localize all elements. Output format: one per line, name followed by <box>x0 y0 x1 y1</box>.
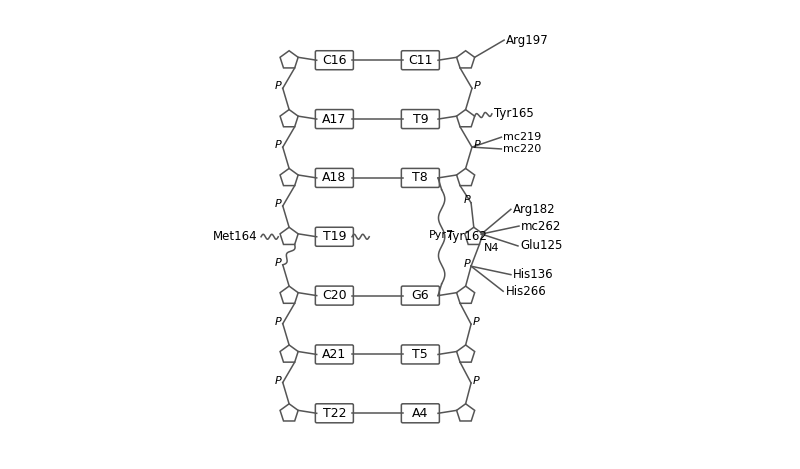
Text: P: P <box>274 199 281 209</box>
Text: Arg182: Arg182 <box>513 203 556 216</box>
Text: C11: C11 <box>408 54 433 67</box>
Text: A4: A4 <box>412 407 429 420</box>
Text: mc220: mc220 <box>503 144 542 154</box>
Text: Glu125: Glu125 <box>520 240 562 252</box>
Text: C20: C20 <box>322 289 346 302</box>
Text: Arg197: Arg197 <box>506 34 549 46</box>
FancyBboxPatch shape <box>315 286 354 305</box>
Text: T19: T19 <box>322 230 346 243</box>
Text: P: P <box>274 82 281 91</box>
Text: T5: T5 <box>413 348 428 361</box>
Text: His266: His266 <box>506 285 546 298</box>
FancyBboxPatch shape <box>402 168 439 188</box>
Text: C16: C16 <box>322 54 346 67</box>
Text: A17: A17 <box>322 113 346 126</box>
Text: A21: A21 <box>322 348 346 361</box>
FancyBboxPatch shape <box>402 345 439 364</box>
Text: Tyr165: Tyr165 <box>494 107 534 120</box>
Text: His136: His136 <box>513 268 554 281</box>
Text: P: P <box>474 82 481 91</box>
FancyBboxPatch shape <box>315 51 354 70</box>
Text: mc262: mc262 <box>522 219 562 233</box>
Text: N4: N4 <box>484 243 499 253</box>
Text: mc219: mc219 <box>503 132 542 142</box>
Text: G6: G6 <box>411 289 429 302</box>
Text: Met164: Met164 <box>214 230 258 243</box>
Text: P: P <box>274 317 281 327</box>
Text: T22: T22 <box>322 407 346 420</box>
Text: Tyr162: Tyr162 <box>447 230 487 243</box>
FancyBboxPatch shape <box>315 345 354 364</box>
FancyBboxPatch shape <box>315 404 354 423</box>
Text: P: P <box>474 140 481 151</box>
FancyBboxPatch shape <box>402 110 439 129</box>
FancyBboxPatch shape <box>402 404 439 423</box>
Text: P: P <box>463 259 470 269</box>
Text: T8: T8 <box>413 172 428 184</box>
Text: P: P <box>274 140 281 151</box>
Text: P: P <box>473 318 480 327</box>
FancyBboxPatch shape <box>315 168 354 188</box>
Text: P: P <box>463 195 470 204</box>
Text: Pyr7: Pyr7 <box>429 230 454 240</box>
Text: T9: T9 <box>413 113 428 126</box>
Text: P: P <box>274 376 281 386</box>
Text: P: P <box>274 258 281 268</box>
FancyBboxPatch shape <box>315 227 354 246</box>
FancyBboxPatch shape <box>402 51 439 70</box>
FancyBboxPatch shape <box>315 110 354 129</box>
FancyBboxPatch shape <box>402 286 439 305</box>
Text: P: P <box>473 376 480 386</box>
Text: A18: A18 <box>322 172 346 184</box>
